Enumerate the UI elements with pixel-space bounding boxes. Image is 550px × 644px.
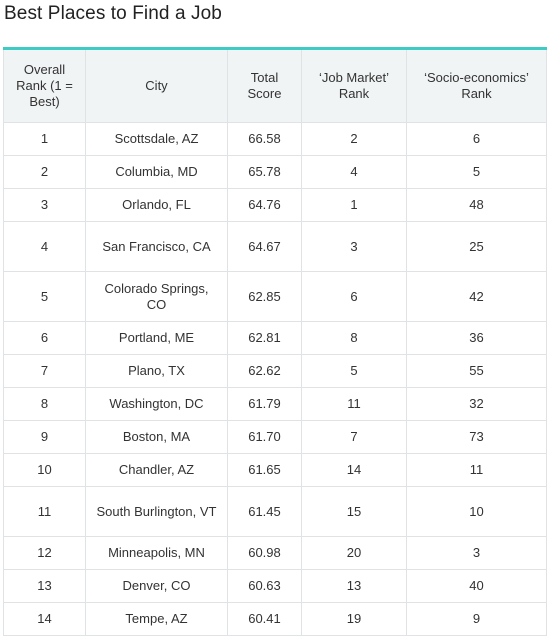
city-cell: Columbia, MD (85, 155, 228, 189)
column-header-total-score: Total Score (227, 48, 302, 123)
table-row: 2 Columbia, MD 65.78 4 5 (3, 155, 547, 189)
table-row: 14 Tempe, AZ 60.41 19 9 (3, 602, 547, 636)
total-score-cell: 62.62 (227, 354, 302, 388)
job-market-rank-cell: 4 (301, 155, 407, 189)
table-row: 4 San Francisco, CA 64.67 3 25 (3, 221, 547, 272)
city-cell: Minneapolis, MN (85, 536, 228, 570)
table-row: 13 Denver, CO 60.63 13 40 (3, 569, 547, 603)
city-cell: Plano, TX (85, 354, 228, 388)
rank-cell: 2 (3, 155, 86, 189)
rankings-table-container: Overall Rank (1 = Best) City Total Score… (3, 47, 547, 636)
socio-economics-rank-cell: 3 (406, 536, 547, 570)
city-cell: Portland, ME (85, 321, 228, 355)
rank-cell: 9 (3, 420, 86, 454)
socio-economics-rank-cell: 11 (406, 453, 547, 487)
total-score-cell: 61.45 (227, 486, 302, 537)
page-title: Best Places to Find a Job (4, 3, 222, 24)
rank-cell: 12 (3, 536, 86, 570)
city-cell: Colorado Springs, CO (85, 271, 228, 322)
table-row: 3 Orlando, FL 64.76 1 48 (3, 188, 547, 222)
city-cell: Boston, MA (85, 420, 228, 454)
job-market-rank-cell: 11 (301, 387, 407, 421)
rank-cell: 3 (3, 188, 86, 222)
column-header-job-market-rank: ‘Job Market’ Rank (301, 48, 407, 123)
rank-cell: 11 (3, 486, 86, 537)
job-market-rank-cell: 1 (301, 188, 407, 222)
city-cell: Washington, DC (85, 387, 228, 421)
job-market-rank-cell: 15 (301, 486, 407, 537)
total-score-cell: 60.98 (227, 536, 302, 570)
total-score-cell: 61.70 (227, 420, 302, 454)
job-market-rank-cell: 20 (301, 536, 407, 570)
table-row: 8 Washington, DC 61.79 11 32 (3, 387, 547, 421)
job-market-rank-cell: 3 (301, 221, 407, 272)
job-market-rank-cell: 2 (301, 122, 407, 156)
socio-economics-rank-cell: 73 (406, 420, 547, 454)
rank-cell: 13 (3, 569, 86, 603)
column-header-overall-rank: Overall Rank (1 = Best) (3, 48, 86, 123)
city-cell: South Burlington, VT (85, 486, 228, 537)
job-market-rank-cell: 13 (301, 569, 407, 603)
column-header-city: City (85, 48, 228, 123)
table-row: 1 Scottsdale, AZ 66.58 2 6 (3, 122, 547, 156)
header-row: Overall Rank (1 = Best) City Total Score… (3, 48, 547, 123)
table-row: 11 South Burlington, VT 61.45 15 10 (3, 486, 547, 537)
rank-cell: 5 (3, 271, 86, 322)
socio-economics-rank-cell: 6 (406, 122, 547, 156)
rank-cell: 6 (3, 321, 86, 355)
table-header: Overall Rank (1 = Best) City Total Score… (3, 48, 547, 123)
column-header-socio-economics-rank: ‘Socio-economics’ Rank (406, 48, 547, 123)
job-market-rank-cell: 6 (301, 271, 407, 322)
city-cell: Scottsdale, AZ (85, 122, 228, 156)
socio-economics-rank-cell: 9 (406, 602, 547, 636)
socio-economics-rank-cell: 42 (406, 271, 547, 322)
rank-cell: 1 (3, 122, 86, 156)
table-body: 1 Scottsdale, AZ 66.58 2 6 2 Columbia, MD 65.78… (3, 122, 547, 636)
socio-economics-rank-cell: 40 (406, 569, 547, 603)
socio-economics-rank-cell: 48 (406, 188, 547, 222)
socio-economics-rank-cell: 25 (406, 221, 547, 272)
rank-cell: 14 (3, 602, 86, 636)
total-score-cell: 64.67 (227, 221, 302, 272)
city-cell: San Francisco, CA (85, 221, 228, 272)
rank-cell: 7 (3, 354, 86, 388)
socio-economics-rank-cell: 55 (406, 354, 547, 388)
table-row: 12 Minneapolis, MN 60.98 20 3 (3, 536, 547, 570)
rank-cell: 4 (3, 221, 86, 272)
socio-economics-rank-cell: 32 (406, 387, 547, 421)
job-market-rank-cell: 8 (301, 321, 407, 355)
rankings-table: Overall Rank (1 = Best) City Total Score… (3, 47, 547, 636)
socio-economics-rank-cell: 5 (406, 155, 547, 189)
total-score-cell: 61.79 (227, 387, 302, 421)
total-score-cell: 61.65 (227, 453, 302, 487)
job-market-rank-cell: 14 (301, 453, 407, 487)
total-score-cell: 62.81 (227, 321, 302, 355)
table-row: 5 Colorado Springs, CO 62.85 6 42 (3, 271, 547, 322)
rank-cell: 10 (3, 453, 86, 487)
job-market-rank-cell: 7 (301, 420, 407, 454)
socio-economics-rank-cell: 36 (406, 321, 547, 355)
total-score-cell: 62.85 (227, 271, 302, 322)
total-score-cell: 66.58 (227, 122, 302, 156)
total-score-cell: 60.63 (227, 569, 302, 603)
city-cell: Chandler, AZ (85, 453, 228, 487)
city-cell: Tempe, AZ (85, 602, 228, 636)
city-cell: Denver, CO (85, 569, 228, 603)
table-row: 7 Plano, TX 62.62 5 55 (3, 354, 547, 388)
city-cell: Orlando, FL (85, 188, 228, 222)
total-score-cell: 60.41 (227, 602, 302, 636)
table-row: 6 Portland, ME 62.81 8 36 (3, 321, 547, 355)
job-market-rank-cell: 5 (301, 354, 407, 388)
job-market-rank-cell: 19 (301, 602, 407, 636)
table-row: 10 Chandler, AZ 61.65 14 11 (3, 453, 547, 487)
table-row: 9 Boston, MA 61.70 7 73 (3, 420, 547, 454)
socio-economics-rank-cell: 10 (406, 486, 547, 537)
total-score-cell: 64.76 (227, 188, 302, 222)
rank-cell: 8 (3, 387, 86, 421)
total-score-cell: 65.78 (227, 155, 302, 189)
